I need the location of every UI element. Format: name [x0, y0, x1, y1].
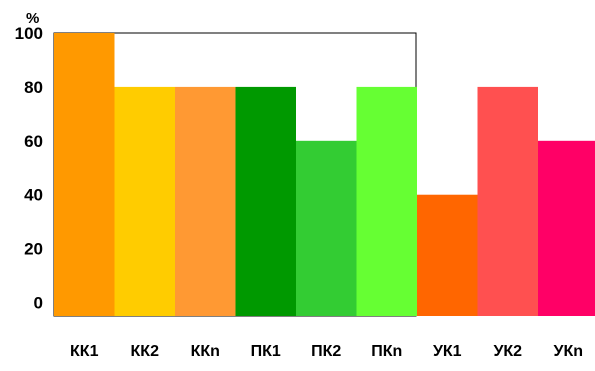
- bar-9: [538, 140, 595, 316]
- bar-5: [296, 140, 357, 316]
- bar-8: [477, 86, 538, 317]
- y-tick-label-4: 60: [24, 132, 43, 151]
- y-tick-label-2: 20: [24, 240, 43, 259]
- y-tick-label-6: 100: [15, 24, 43, 43]
- y-tick-labels: 0 20 40 60 80 100: [15, 24, 43, 313]
- y-unit-label: %: [26, 10, 39, 27]
- category-labels: КК1 КК2 ККn ПК1 ПК2 ПКn УК1 УК2 УКn: [70, 343, 583, 360]
- bar-1: [54, 33, 115, 316]
- category-label-7: УК1: [433, 343, 462, 360]
- bar-4: [235, 86, 296, 317]
- y-tick-label-5: 80: [24, 78, 43, 97]
- y-tick-label-3: 40: [24, 186, 43, 205]
- category-label-3: ККn: [191, 343, 220, 360]
- category-label-1: КК1: [70, 343, 99, 360]
- bars: [54, 33, 595, 317]
- category-label-9: УКn: [554, 343, 584, 360]
- category-label-2: КК2: [131, 343, 160, 360]
- category-label-5: ПК2: [311, 343, 341, 360]
- category-label-4: ПК1: [251, 343, 281, 360]
- bar-6: [356, 86, 417, 317]
- category-label-8: УК2: [493, 343, 522, 360]
- bar-3: [175, 86, 236, 317]
- category-label-6: ПКn: [371, 343, 402, 360]
- bar-2: [114, 86, 175, 317]
- bar-7: [417, 194, 478, 316]
- y-tick-label-1: 0: [34, 294, 43, 313]
